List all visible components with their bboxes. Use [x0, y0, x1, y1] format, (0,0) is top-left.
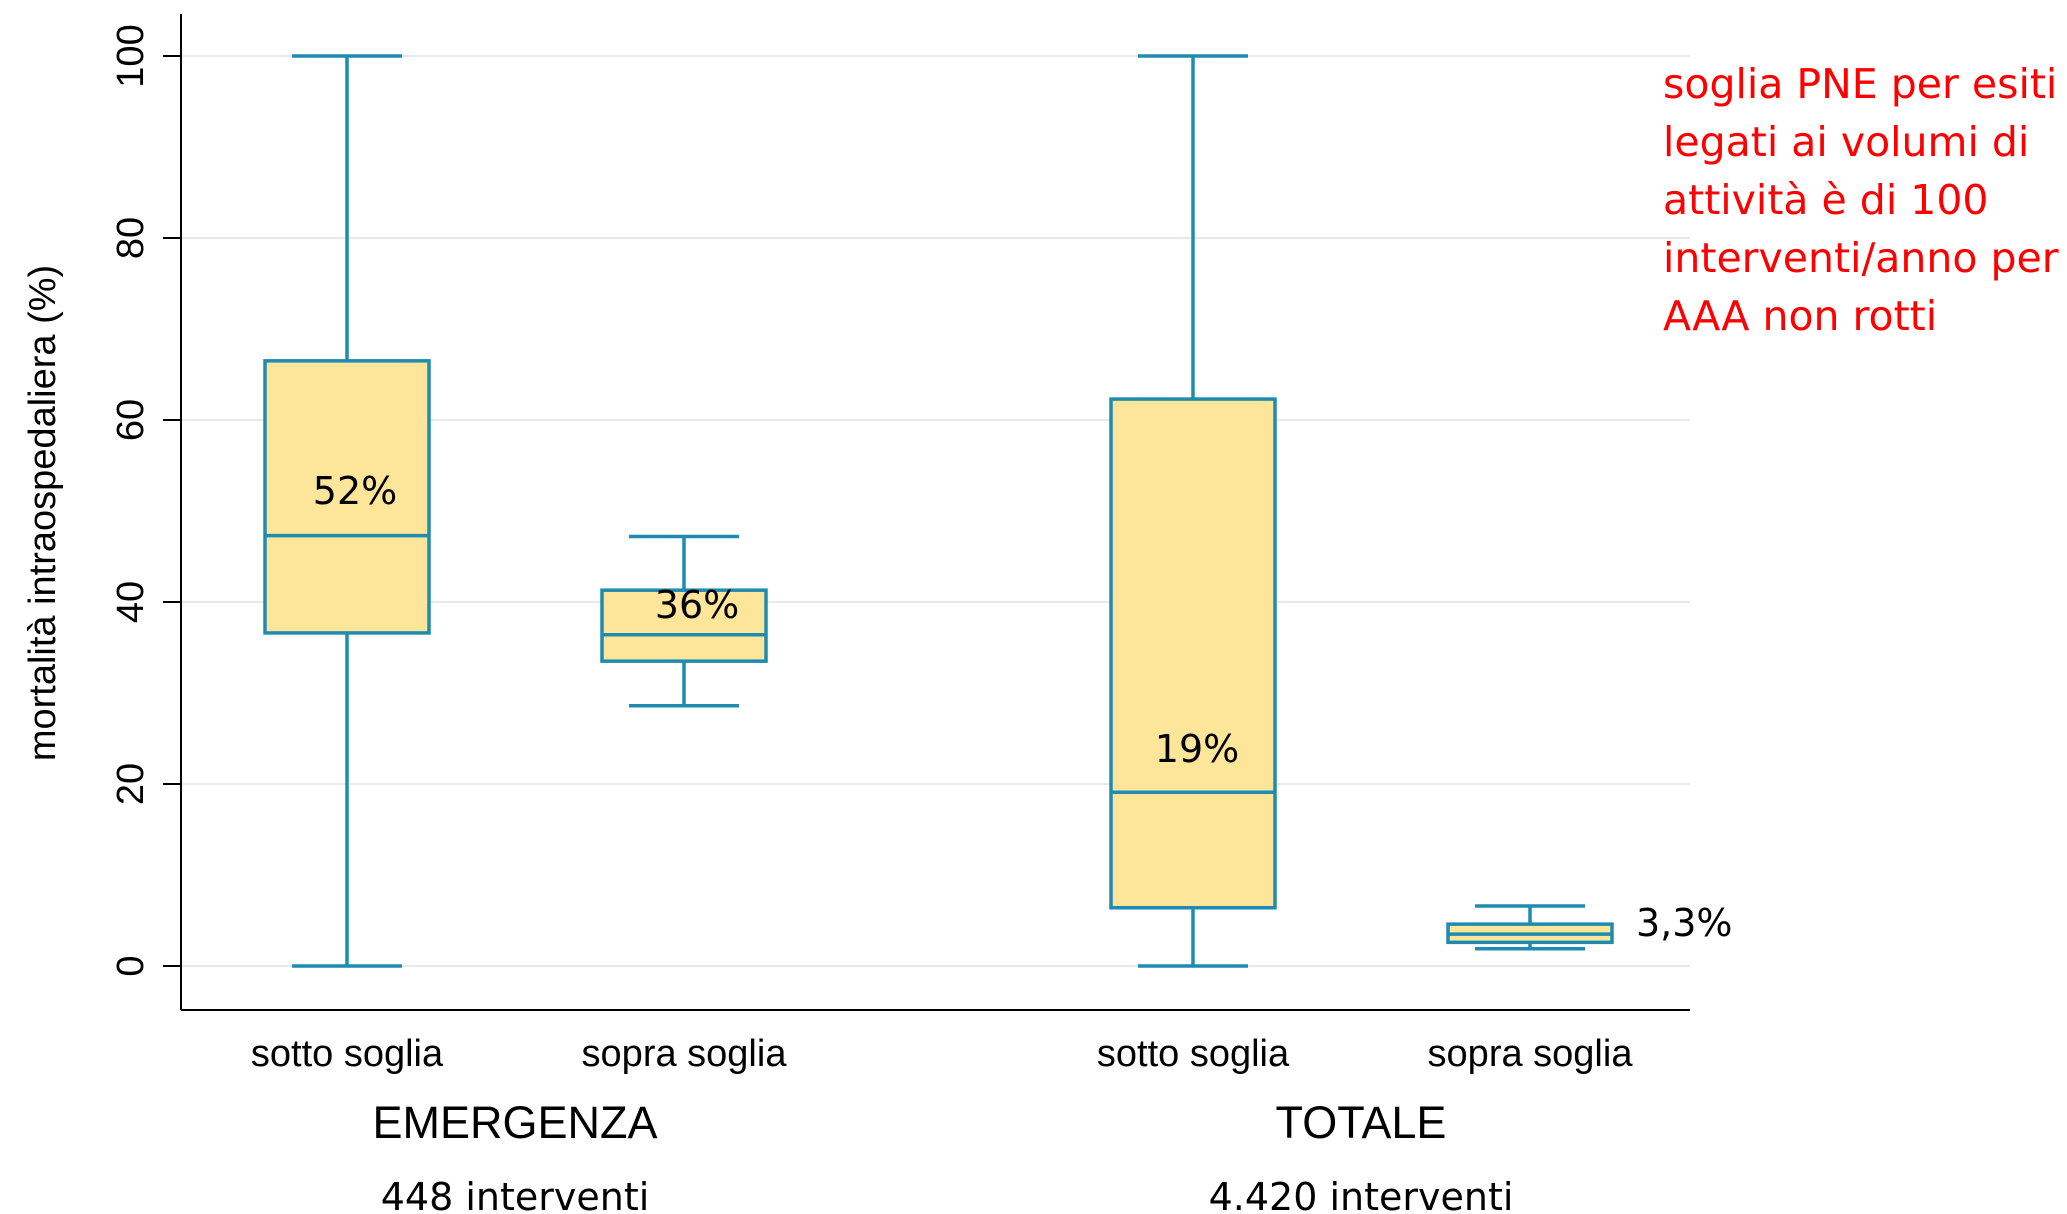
annotation-line: AAA non rotti [1663, 292, 1938, 340]
box-1-2: 36% [600, 534, 768, 708]
y-tick-label: 0 [110, 955, 152, 976]
annotation-line: soglia PNE per esiti [1663, 60, 2058, 108]
y-axis-label: mortalità intraospedaliera (%) [22, 265, 64, 761]
iqr-box [1109, 397, 1277, 910]
category-label: sopra soglia [582, 1033, 788, 1075]
box-value-label: 3,3% [1636, 901, 1733, 945]
annotation-line: legati ai volumi di [1663, 118, 2030, 166]
x-labels: sotto soglia sopra soglia EMERGENZA 448 int… [251, 1033, 1633, 1214]
y-tick-label: 20 [110, 763, 152, 805]
box-value-label: 52% [313, 469, 397, 513]
iqr-box [600, 588, 768, 663]
boxes: 52% 36% 19% 3,3% [263, 54, 1733, 968]
box-2-2: 3,3% [1446, 901, 1733, 951]
group-subtitle: 448 interventi [381, 1175, 650, 1214]
box-2-1: 19% [1109, 54, 1277, 968]
annotation-line: interventi/anno per [1663, 234, 2059, 282]
threshold-annotation: soglia PNE per esiti legati ai volumi di a… [1663, 55, 2063, 345]
box-value-label: 36% [655, 583, 739, 627]
iqr-box [263, 359, 431, 635]
group-label: TOTALE [1276, 1097, 1447, 1148]
group-subtitle: 4.420 interventi [1209, 1175, 1514, 1214]
grid-lines [181, 55, 1690, 967]
category-label: sopra soglia [1428, 1033, 1634, 1075]
y-ticks: 0 20 40 60 80 100 [110, 24, 181, 977]
annotation-line: attività è di 100 [1663, 176, 1989, 224]
y-tick-label: 40 [110, 581, 152, 623]
group-label: EMERGENZA [372, 1097, 657, 1148]
box-value-label: 19% [1155, 727, 1239, 771]
axes [180, 14, 1690, 1011]
category-label: sotto soglia [251, 1033, 444, 1075]
category-label: sotto soglia [1097, 1033, 1290, 1075]
y-tick-label: 60 [110, 399, 152, 441]
y-tick-label: 80 [110, 217, 152, 259]
box-1-1: 52% [263, 54, 431, 968]
y-tick-label: 100 [110, 24, 152, 87]
